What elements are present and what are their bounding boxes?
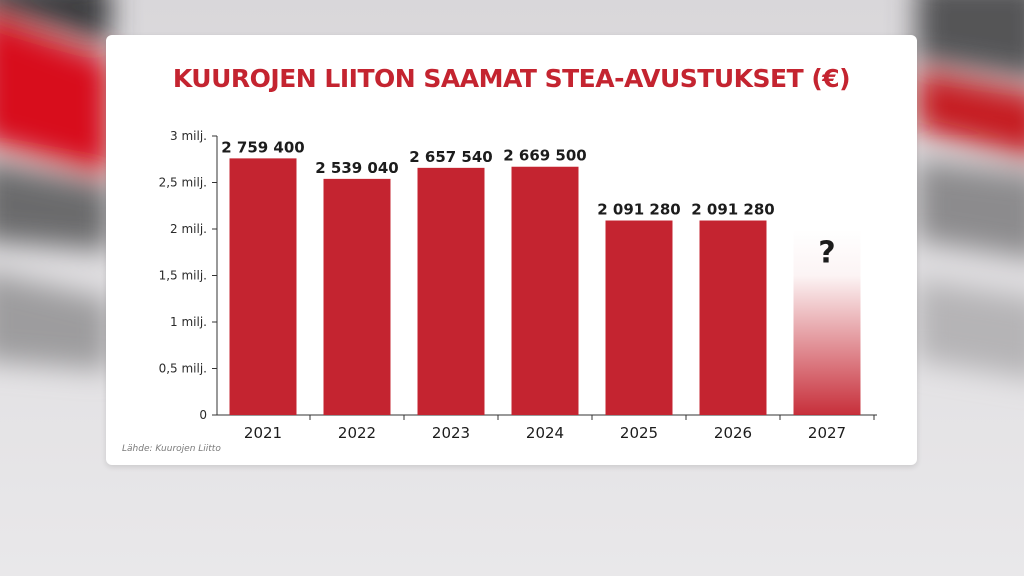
y-tick-label: 0 [199, 408, 207, 422]
bar-2023 [417, 167, 485, 415]
y-tick-label: 1 milj. [170, 315, 207, 329]
x-tick-label: 2021 [244, 424, 282, 442]
x-tick-label: 2026 [714, 424, 752, 442]
bar-2027-placeholder [793, 229, 861, 415]
y-tick-label: 1,5 milj. [159, 269, 207, 283]
data-label-2021: 2 759 400 [221, 138, 305, 156]
x-tick-label: 2025 [620, 424, 658, 442]
x-tick-label: 2023 [432, 424, 470, 442]
y-tick-label: 0,5 milj. [159, 362, 207, 376]
data-label-2022: 2 539 040 [315, 159, 399, 177]
source-note: Lähde: Kuurojen Liitto [122, 444, 221, 454]
bar-2024 [511, 166, 579, 415]
data-label-2027: ? [818, 235, 835, 270]
bar-2025 [605, 220, 673, 415]
chart-title: KUUROJEN LIITON SAAMAT STEA-AVUSTUKSET (… [172, 64, 851, 93]
data-label-2023: 2 657 540 [409, 148, 493, 166]
y-tick-label: 2,5 milj. [159, 176, 207, 190]
data-label-2024: 2 669 500 [503, 147, 587, 165]
x-axis: 2021 2022 2023 2024 2025 2026 2027 [217, 414, 877, 442]
x-tick-label: 2024 [526, 424, 564, 442]
bar-2021 [229, 158, 297, 415]
bars [229, 158, 861, 415]
data-labels: 2 759 400 2 539 040 2 657 540 2 669 500 2 09… [221, 138, 835, 270]
y-tick-label: 3 milj. [170, 129, 207, 143]
x-tick-label: 2027 [808, 424, 846, 442]
x-tick-label: 2022 [338, 424, 376, 442]
bar-2022 [323, 178, 391, 415]
y-axis: 0 0,5 milj. 1 milj. 1,5 milj. 2 milj. 2,5 mil… [159, 129, 218, 422]
y-tick-label: 2 milj. [170, 222, 207, 236]
bar-2026 [699, 220, 767, 415]
data-label-2026: 2 091 280 [691, 201, 775, 219]
data-label-2025: 2 091 280 [597, 201, 681, 219]
